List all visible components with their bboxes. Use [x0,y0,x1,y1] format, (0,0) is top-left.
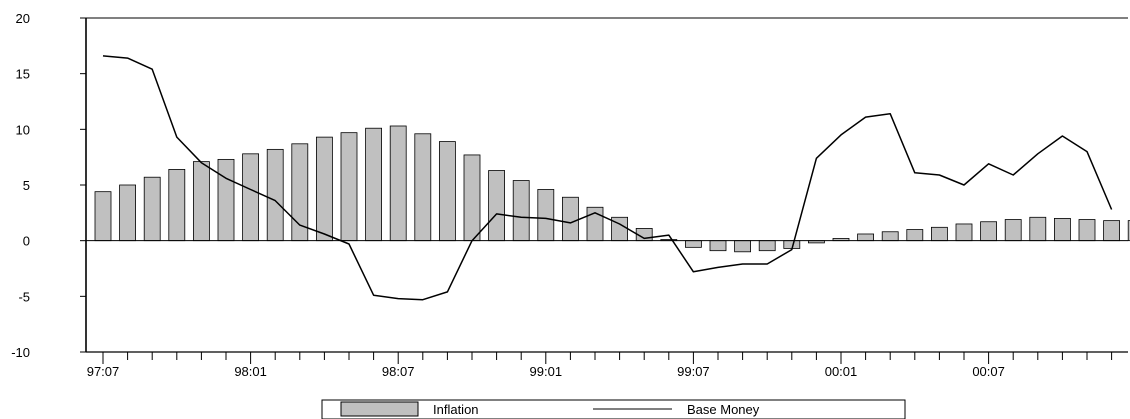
bar-inflation [1004,219,1022,242]
bar-inflation [414,133,432,242]
x-tick-label: 98:01 [234,364,267,379]
legend-label-inflation: Inflation [433,402,479,417]
y-tick-label: -5 [18,289,30,304]
bar-inflation [315,136,333,242]
bar-inflation [340,132,358,242]
y-tick-label: -10 [11,345,30,360]
bar-inflation [906,229,924,242]
legend: Inflation Base Money [321,399,906,419]
bar-inflation [291,143,309,242]
x-axis-ticks: 97:07 98:01 98:07 99:01 99:07 00:01 00:07 [87,352,1113,379]
bar-inflation [709,240,727,252]
bar-inflation [562,196,579,242]
y-tick-label: 0 [23,234,30,249]
x-tick-label: 98:07 [382,364,415,379]
bar-inflation [734,240,751,253]
bar-inflation [168,169,186,242]
bar-inflation [119,184,136,242]
bar-inflation [512,180,530,242]
bar-inflation [488,170,506,242]
bar-inflation [389,125,407,242]
bar-inflation [365,127,383,242]
bar-inflation [1078,219,1096,242]
bar-inflation [931,226,948,242]
bar-inflation [94,191,112,242]
bar-inflation [1103,220,1120,242]
bar-inflation [955,223,973,242]
x-tick-label: 99:07 [677,364,710,379]
bar-inflation [463,154,481,242]
x-tick-label: 97:07 [87,364,120,379]
bar-inflation [266,148,284,242]
y-tick-label: 5 [23,178,30,193]
bar-inflation [438,141,456,242]
bar-inflation [217,158,235,242]
series-lines [102,55,1113,301]
y-tick-label: 10 [16,122,30,137]
line-base-money [102,55,1113,301]
y-tick-label: 20 [16,11,30,26]
bar-inflation [143,176,161,242]
bar-inflation [881,231,899,242]
bar-inflation [758,240,776,252]
bar-inflation [242,153,260,242]
x-tick-label: 99:01 [530,364,563,379]
legend-label-base-money: Base Money [687,402,760,417]
bar-inflation [857,233,874,242]
bar-inflation [1054,217,1071,242]
legend-swatch-inflation [340,401,419,417]
bar-inflation [980,221,997,242]
bar-inflation [537,189,555,242]
x-tick-label: 00:07 [972,364,1005,379]
bar-inflation [1029,216,1047,242]
bar-inflation [192,161,210,242]
bar-inflation [1127,220,1130,242]
axes [85,17,1128,353]
y-tick-label: 15 [16,67,30,82]
x-tick-label: 00:01 [825,364,858,379]
bar-inflation [685,240,702,248]
y-axis-ticks: -10 -5 0 5 10 15 20 [11,11,86,360]
